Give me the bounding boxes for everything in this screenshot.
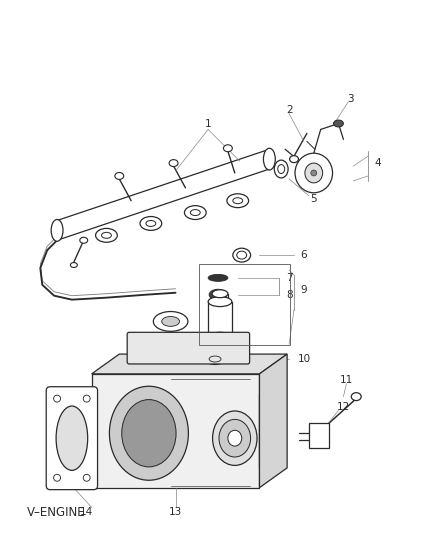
Text: 14: 14: [80, 507, 93, 518]
Ellipse shape: [295, 153, 332, 193]
Ellipse shape: [274, 160, 288, 178]
Ellipse shape: [110, 386, 188, 480]
Ellipse shape: [228, 430, 242, 446]
Text: 4: 4: [374, 158, 381, 168]
Ellipse shape: [80, 237, 88, 243]
Ellipse shape: [223, 145, 232, 152]
Polygon shape: [92, 374, 259, 488]
Ellipse shape: [290, 156, 298, 163]
Ellipse shape: [208, 297, 232, 306]
Ellipse shape: [263, 148, 275, 170]
Text: 8: 8: [286, 290, 293, 300]
Ellipse shape: [122, 400, 176, 467]
FancyBboxPatch shape: [127, 332, 250, 364]
Ellipse shape: [227, 194, 249, 208]
Ellipse shape: [219, 419, 251, 457]
Text: 1: 1: [205, 119, 212, 130]
Text: 10: 10: [297, 354, 311, 364]
Ellipse shape: [305, 163, 323, 183]
Ellipse shape: [95, 229, 117, 243]
Ellipse shape: [208, 274, 228, 281]
Ellipse shape: [115, 173, 124, 180]
Ellipse shape: [333, 120, 343, 127]
Ellipse shape: [140, 216, 162, 230]
Ellipse shape: [212, 290, 228, 297]
Ellipse shape: [191, 209, 200, 215]
Text: 7: 7: [286, 273, 293, 283]
Text: 2: 2: [286, 104, 293, 115]
Ellipse shape: [212, 411, 257, 465]
Ellipse shape: [311, 170, 317, 176]
Text: 12: 12: [337, 401, 350, 411]
Text: 6: 6: [300, 250, 307, 260]
Text: V–ENGINE: V–ENGINE: [27, 506, 85, 520]
Ellipse shape: [184, 206, 206, 220]
Text: 5: 5: [311, 193, 317, 204]
Ellipse shape: [146, 221, 156, 227]
Text: 13: 13: [169, 507, 182, 518]
Polygon shape: [309, 423, 328, 448]
FancyBboxPatch shape: [46, 387, 98, 490]
Polygon shape: [92, 354, 287, 374]
Ellipse shape: [208, 332, 232, 342]
Text: 9: 9: [300, 285, 307, 295]
Ellipse shape: [169, 159, 178, 166]
Polygon shape: [50, 391, 94, 486]
Ellipse shape: [209, 289, 227, 300]
Ellipse shape: [351, 393, 361, 401]
Ellipse shape: [233, 198, 243, 204]
Text: 3: 3: [347, 94, 353, 104]
Ellipse shape: [153, 311, 188, 332]
Ellipse shape: [102, 232, 111, 238]
Polygon shape: [259, 354, 287, 488]
Ellipse shape: [162, 317, 180, 326]
Ellipse shape: [233, 248, 251, 262]
Ellipse shape: [71, 263, 78, 268]
Text: 11: 11: [340, 375, 353, 385]
Ellipse shape: [56, 406, 88, 470]
Ellipse shape: [51, 220, 63, 241]
